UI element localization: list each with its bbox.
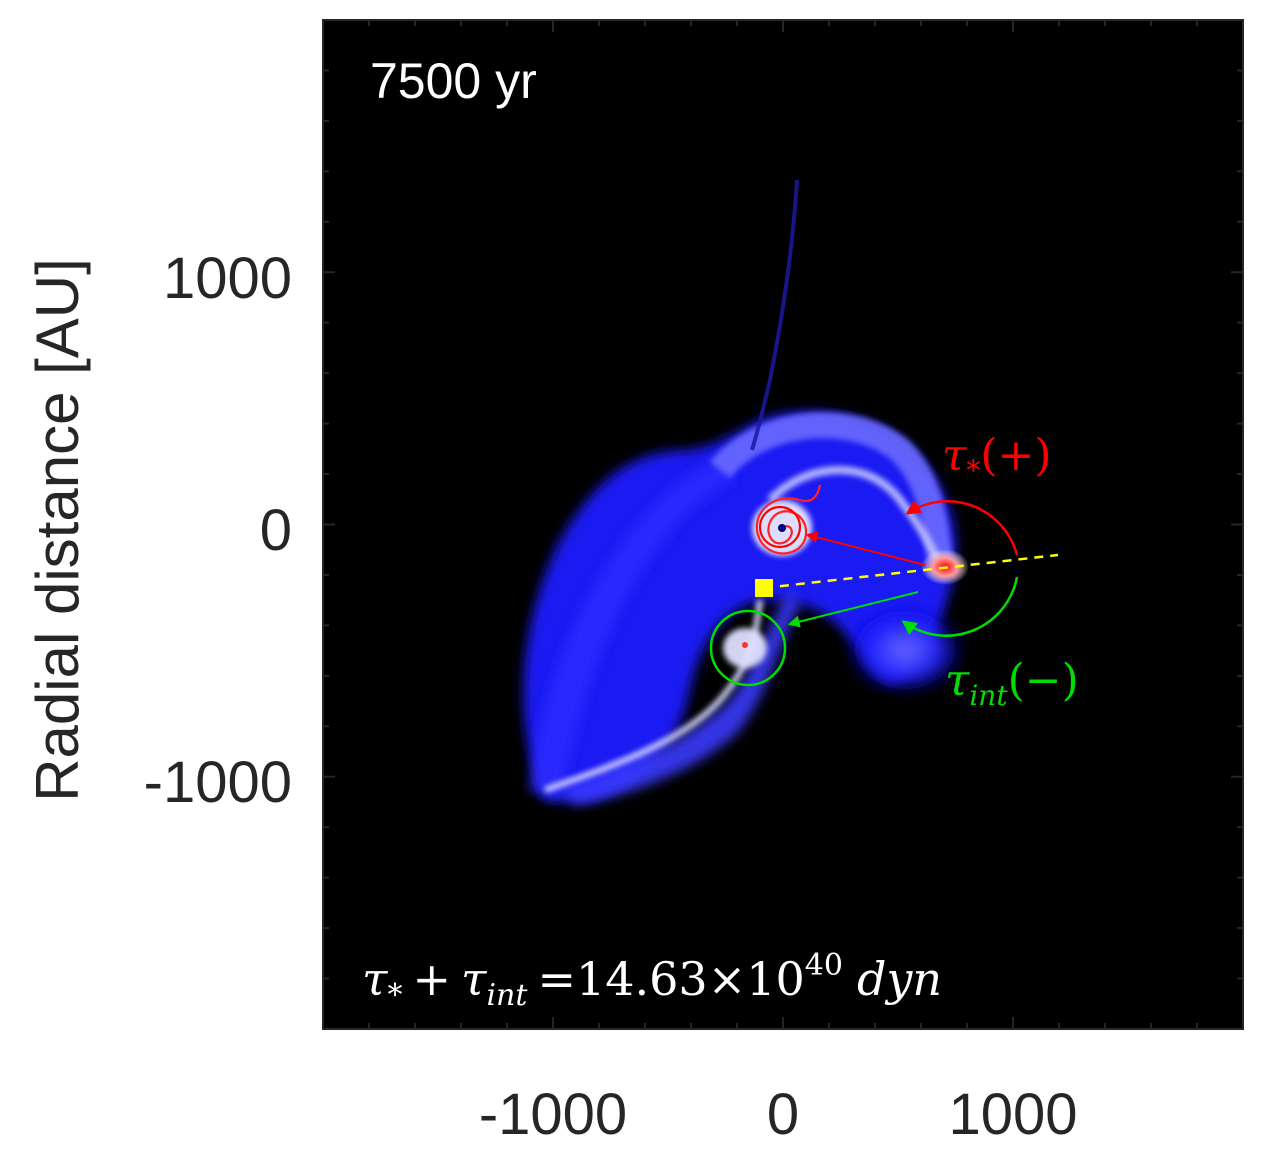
x-tick-label: 1000 xyxy=(948,1082,1077,1147)
y-tick-label: -1000 xyxy=(144,750,292,815)
density-arm-left xyxy=(530,460,735,800)
arrow-green xyxy=(787,591,919,628)
tau-star-label: τ*(+) xyxy=(942,430,1052,487)
reference-line xyxy=(763,553,1059,590)
x-tick-labels: -1000 0 1000 xyxy=(479,1082,1078,1147)
lower-core xyxy=(742,642,748,648)
axes xyxy=(322,19,1244,1030)
x-tick-label: -1000 xyxy=(479,1082,627,1147)
density-arm-lower xyxy=(560,590,800,805)
x-major-ticks xyxy=(552,20,1014,1029)
time-label: 7500 yr xyxy=(370,53,537,109)
x-tick-label: 0 xyxy=(767,1082,799,1147)
center-of-mass-marker xyxy=(755,579,773,597)
density-arc-upper xyxy=(709,412,953,562)
y-tick-label: 0 xyxy=(260,498,292,563)
torque-arc-negative xyxy=(901,576,1019,637)
torque-annotations: τ*(+) τint(−) xyxy=(709,430,1079,712)
circle-lower-fragment xyxy=(709,609,787,687)
torque-sum-label: τ* + τint =14.63×1040 dyn xyxy=(362,948,942,1013)
density-envelope xyxy=(523,411,956,800)
density-arc-inner xyxy=(767,466,944,567)
density-right-lobe xyxy=(845,605,965,695)
central-core xyxy=(778,524,786,532)
y-tick-labels: 1000 0 -1000 xyxy=(144,246,292,815)
minor-ticks xyxy=(323,20,1243,1029)
torque-arc-positive xyxy=(905,500,1019,556)
y-axis-label: Radial distance [AU] xyxy=(24,258,91,802)
tau-int-label: τint(−) xyxy=(945,655,1079,712)
y-tick-label: 1000 xyxy=(163,246,292,311)
circle-center-fragment xyxy=(758,505,802,549)
arrow-red xyxy=(805,531,926,566)
y-major-ticks xyxy=(323,271,1243,778)
density-streamer xyxy=(750,179,799,451)
